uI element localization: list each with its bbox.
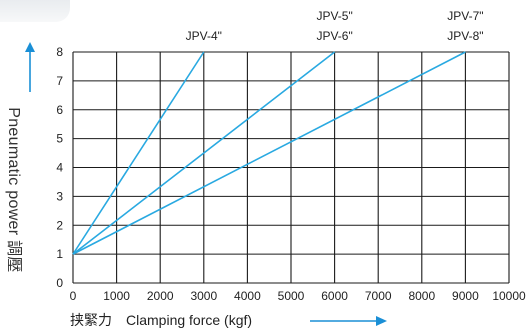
y-axis-label-text: Pneumatic power 調壓 bbox=[5, 107, 22, 273]
series-line-3 bbox=[72, 51, 466, 255]
x-tick-labels: 0 1000 2000 3000 4000 5000 6000 7000 8000 9000 100… bbox=[70, 289, 526, 303]
x-tick-label: 4000 bbox=[234, 289, 261, 303]
x-tick-label: 8000 bbox=[408, 289, 435, 303]
x-axis-label: 挟緊力 Clamping force (kgf) bbox=[70, 311, 252, 329]
x-tick-label: 10000 bbox=[492, 289, 526, 303]
series-annotation: JPV-7" bbox=[447, 9, 483, 23]
y-tick-label: 5 bbox=[56, 132, 63, 146]
x-tick-label: 7000 bbox=[365, 289, 392, 303]
series-annotations: JPV-4" JPV-5" JPV-6" JPV-7" JPV-8" bbox=[186, 9, 484, 43]
x-tick-label: 3000 bbox=[190, 289, 217, 303]
x-arrow-head bbox=[376, 316, 387, 326]
y-tick-label: 4 bbox=[56, 161, 63, 175]
corner-decoration bbox=[0, 0, 70, 22]
x-tick-label: 6000 bbox=[321, 289, 348, 303]
y-tick-label: 3 bbox=[56, 189, 63, 203]
y-tick-label: 6 bbox=[56, 103, 63, 117]
series-annotation: JPV-6" bbox=[316, 29, 352, 43]
series-lines bbox=[72, 51, 466, 255]
y-tick-labels: 0 1 2 3 4 5 6 7 8 bbox=[56, 45, 63, 290]
x-tick-label: 2000 bbox=[147, 289, 174, 303]
grid bbox=[72, 51, 510, 284]
x-tick-label: 5000 bbox=[278, 289, 305, 303]
x-tick-label: 0 bbox=[70, 289, 77, 303]
x-axis-arrow bbox=[310, 316, 387, 326]
x-tick-label: 1000 bbox=[103, 289, 130, 303]
y-tick-label: 8 bbox=[56, 45, 63, 59]
y-tick-label: 1 bbox=[56, 247, 63, 261]
x-axis-label-text: Clamping force (kgf) bbox=[126, 312, 253, 328]
series-line-2 bbox=[72, 51, 336, 255]
series-line-1 bbox=[72, 51, 205, 255]
y-tick-label: 2 bbox=[56, 218, 63, 232]
series-annotation: JPV-8" bbox=[447, 29, 483, 43]
x-tick-label: 9000 bbox=[452, 289, 479, 303]
y-axis-label: Pneumatic power 調壓 bbox=[2, 90, 30, 290]
x-axis-label-cn: 挟緊力 bbox=[70, 312, 112, 328]
y-tick-label: 0 bbox=[56, 276, 63, 290]
y-arrow-head bbox=[25, 42, 35, 52]
series-annotation: JPV-5" bbox=[316, 9, 352, 23]
series-annotation: JPV-4" bbox=[186, 29, 222, 43]
y-axis-arrow bbox=[25, 42, 35, 92]
y-tick-label: 7 bbox=[56, 74, 63, 88]
